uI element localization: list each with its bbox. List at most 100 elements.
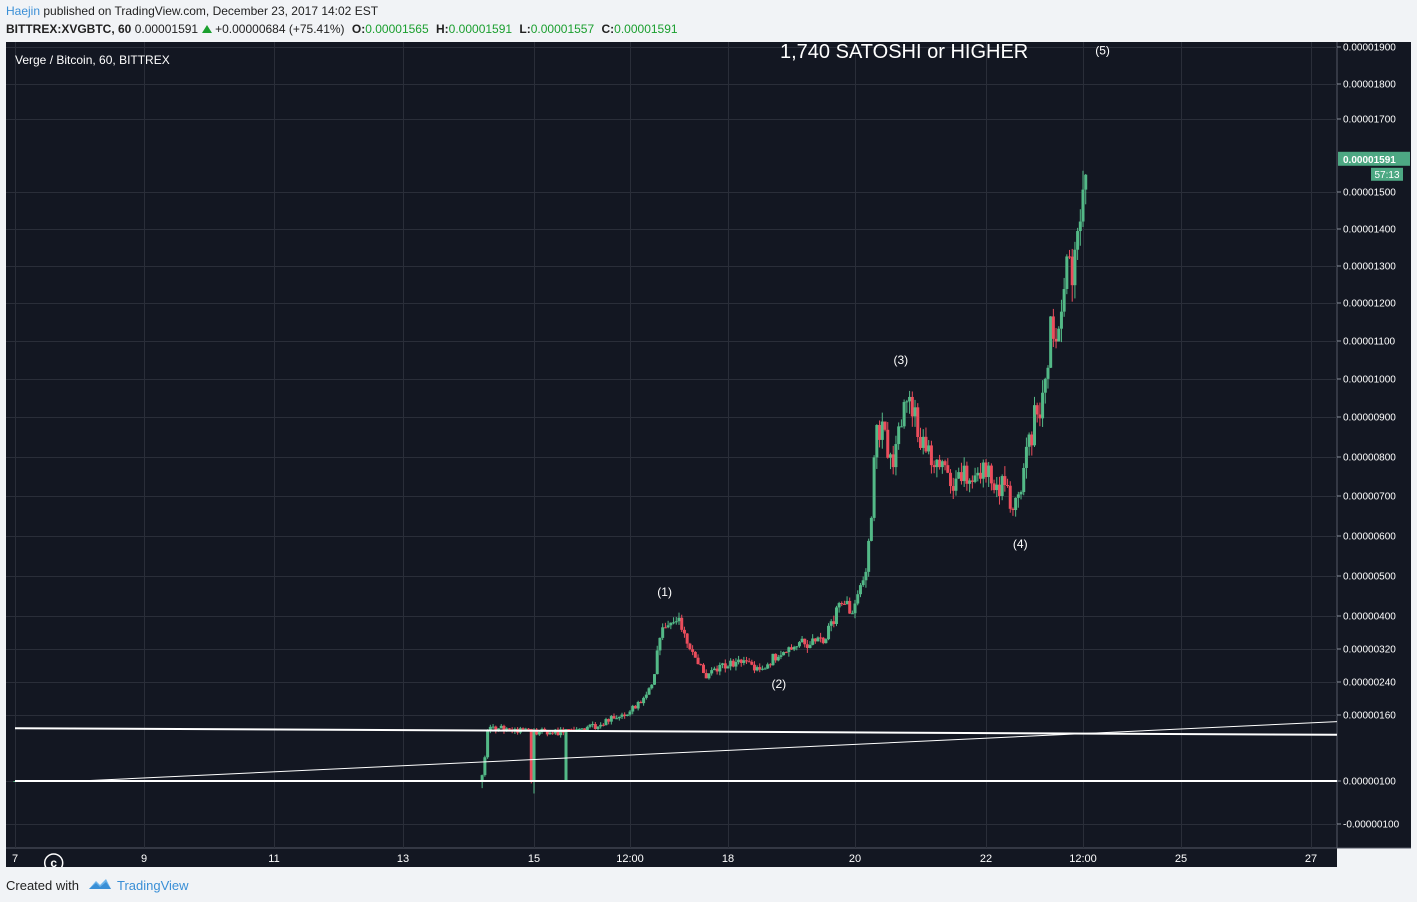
time-tick-label: 22 [980, 853, 992, 865]
candle-body [521, 728, 525, 730]
candle-body [623, 714, 627, 717]
candle-body [827, 625, 831, 640]
candle-body [968, 480, 972, 484]
candle-body [869, 517, 873, 541]
candle-body [1073, 249, 1077, 286]
candle-body [1059, 311, 1063, 329]
candle-body [636, 701, 640, 709]
candle-body [834, 607, 838, 624]
candle-body [888, 454, 892, 458]
candle-body [992, 483, 996, 491]
time-tick-label: 12:00 [616, 853, 644, 865]
price-tick-label: 0.00000320 [1343, 645, 1396, 656]
target-annotation: 1,740 SATOSHI or HIGHER [780, 42, 1028, 63]
candle-body [712, 668, 716, 671]
candle-body [564, 729, 568, 781]
candle-body [782, 652, 786, 656]
candle-body [551, 732, 555, 734]
current-price-tag [1338, 151, 1410, 166]
candle-body [631, 705, 635, 712]
candle-body [604, 719, 608, 726]
candle-body [704, 673, 708, 679]
tradingview-link[interactable]: TradingView [117, 878, 189, 893]
candle-body [729, 660, 733, 667]
candle-body [620, 714, 624, 717]
candle-body [742, 660, 746, 663]
candle-body [532, 729, 536, 781]
candle-body [864, 571, 868, 581]
candle-body [1006, 485, 1010, 487]
tradingview-logo-icon[interactable] [88, 876, 112, 892]
publication-info: published on TradingView.com, December 2… [43, 4, 379, 18]
candle-body [840, 603, 844, 605]
candle-body [981, 462, 985, 479]
time-tick-label: 27 [1305, 853, 1317, 865]
candle-body [932, 465, 936, 468]
candle-body [850, 613, 854, 615]
price-chart[interactable]: 0.00001900 0.00001800 0.00001700 0.00001500… [6, 42, 1411, 867]
candle-body [653, 674, 656, 685]
trend-line[interactable] [14, 727, 1338, 736]
candle-body [951, 486, 955, 491]
plot-area[interactable] [6, 42, 1337, 848]
candle-body [567, 729, 571, 731]
candle-body [837, 603, 841, 608]
candle-body [1065, 256, 1069, 289]
candle-body [946, 465, 950, 473]
candle-body [965, 465, 969, 484]
candle-body [856, 594, 860, 604]
candle-body [1078, 221, 1082, 232]
candle-body [803, 638, 807, 645]
candle-body [499, 725, 503, 729]
candle-body [797, 642, 801, 647]
candle-body [766, 664, 770, 669]
candle-body [891, 454, 895, 468]
candle-body [976, 472, 980, 476]
candle-body [609, 716, 613, 722]
annotations: 1,740 SATOSHI or HIGHER (5) (1) (2) (3) (4) c [43, 42, 1110, 867]
candle-body [832, 621, 836, 624]
candle-body [535, 729, 539, 735]
time-tick-label: 25 [1175, 853, 1187, 865]
candle-body [527, 728, 531, 730]
candle-body [1081, 189, 1085, 222]
candle-body [601, 724, 605, 726]
candle-body [905, 401, 909, 403]
price-tick-label: 0.00001300 [1343, 262, 1396, 273]
price-tick-label: 0.00000400 [1343, 612, 1396, 623]
candle-body [583, 728, 587, 731]
time-tick-label: 13 [397, 853, 409, 865]
footer: Created with TradingView [0, 870, 1417, 902]
candle-body [721, 663, 725, 665]
candle-body [625, 714, 629, 717]
candle-body [658, 637, 662, 651]
candle-body [819, 637, 823, 639]
price-tick-label: 0.00001800 [1343, 80, 1396, 91]
price-tick-label: 0.00001200 [1343, 299, 1396, 310]
open-label: O: [351, 22, 366, 36]
price-tick-label: 0.00000800 [1343, 453, 1396, 464]
candle-body [607, 719, 611, 722]
candle-body [899, 426, 903, 428]
countdown-tag [1371, 167, 1403, 181]
close-label: C: [601, 22, 615, 36]
candle-body [943, 461, 947, 466]
last-price: 0.00001591 [134, 22, 199, 36]
candle-body [970, 480, 974, 482]
time-axis[interactable] [6, 848, 1337, 867]
author-link[interactable]: Haejin [6, 4, 41, 18]
candle-body [808, 644, 812, 648]
candle-body [1041, 392, 1045, 419]
candle-body [688, 643, 692, 650]
candle-body [693, 651, 697, 658]
candle-body [718, 664, 722, 672]
trend-line[interactable] [79, 721, 1338, 782]
candle-body [483, 757, 487, 776]
candle-body [1070, 256, 1074, 286]
candle-body [577, 728, 581, 730]
wave-label: (1) [657, 585, 672, 599]
candle-body [929, 445, 933, 466]
candle-body [1008, 485, 1012, 509]
candle-body [707, 673, 711, 679]
price-tick-label: 0.00001700 [1343, 115, 1396, 126]
